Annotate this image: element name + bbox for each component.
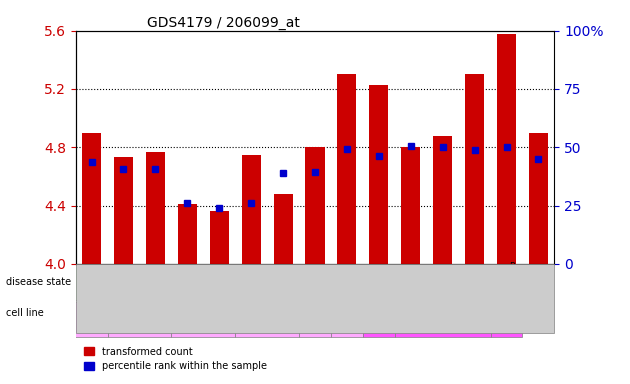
Text: L540
Cy: L540 Cy	[352, 310, 374, 329]
FancyBboxPatch shape	[171, 301, 235, 337]
FancyBboxPatch shape	[363, 301, 395, 337]
FancyBboxPatch shape	[331, 301, 363, 337]
Bar	[369, 84, 389, 264]
Text: L428: L428	[89, 315, 110, 324]
Text: L1236: L1236	[142, 315, 169, 324]
Bar	[497, 34, 516, 264]
FancyBboxPatch shape	[491, 265, 522, 300]
Bar	[241, 154, 261, 264]
Text: L540: L540	[320, 315, 342, 324]
FancyBboxPatch shape	[60, 301, 108, 337]
Bar	[210, 211, 229, 264]
Bar	[401, 147, 420, 264]
FancyBboxPatch shape	[235, 301, 299, 337]
FancyBboxPatch shape	[108, 301, 171, 337]
Text: Reh: Reh	[450, 315, 467, 324]
Bar	[465, 74, 484, 264]
Bar	[337, 74, 357, 264]
FancyBboxPatch shape	[363, 265, 395, 300]
Legend: transformed count, percentile rank within the sample: transformed count, percentile rank withi…	[81, 343, 271, 375]
FancyBboxPatch shape	[395, 265, 491, 300]
Text: B acute lympho
blastic leukemia: B acute lympho blastic leukemia	[425, 273, 493, 292]
Bar	[178, 204, 197, 264]
Bar	[306, 147, 324, 264]
FancyBboxPatch shape	[60, 265, 363, 300]
FancyBboxPatch shape	[395, 301, 491, 337]
Text: classical Hodgkin lymphoma: classical Hodgkin lymphoma	[167, 278, 287, 287]
FancyBboxPatch shape	[491, 301, 522, 337]
Text: B non
Hodgki
n lymp
homa: B non Hodgki n lymp homa	[508, 262, 537, 303]
Text: SU-DH
L-4: SU-DH L-4	[508, 310, 537, 329]
Text: HDLM2: HDLM2	[267, 315, 299, 324]
Bar	[146, 152, 165, 264]
Text: Burkitt
lymphoma: Burkitt lymphoma	[372, 273, 417, 292]
Bar	[114, 157, 133, 264]
Bar	[529, 133, 548, 264]
Text: KM-H2: KM-H2	[205, 315, 234, 324]
Text: GDS4179 / 206099_at: GDS4179 / 206099_at	[147, 16, 301, 30]
Bar	[82, 133, 101, 264]
Text: Namalwa: Namalwa	[374, 315, 416, 324]
FancyBboxPatch shape	[299, 301, 331, 337]
Text: cell line: cell line	[6, 308, 44, 318]
Bar	[273, 194, 293, 264]
Text: disease state: disease state	[6, 277, 71, 287]
Bar	[433, 136, 452, 264]
